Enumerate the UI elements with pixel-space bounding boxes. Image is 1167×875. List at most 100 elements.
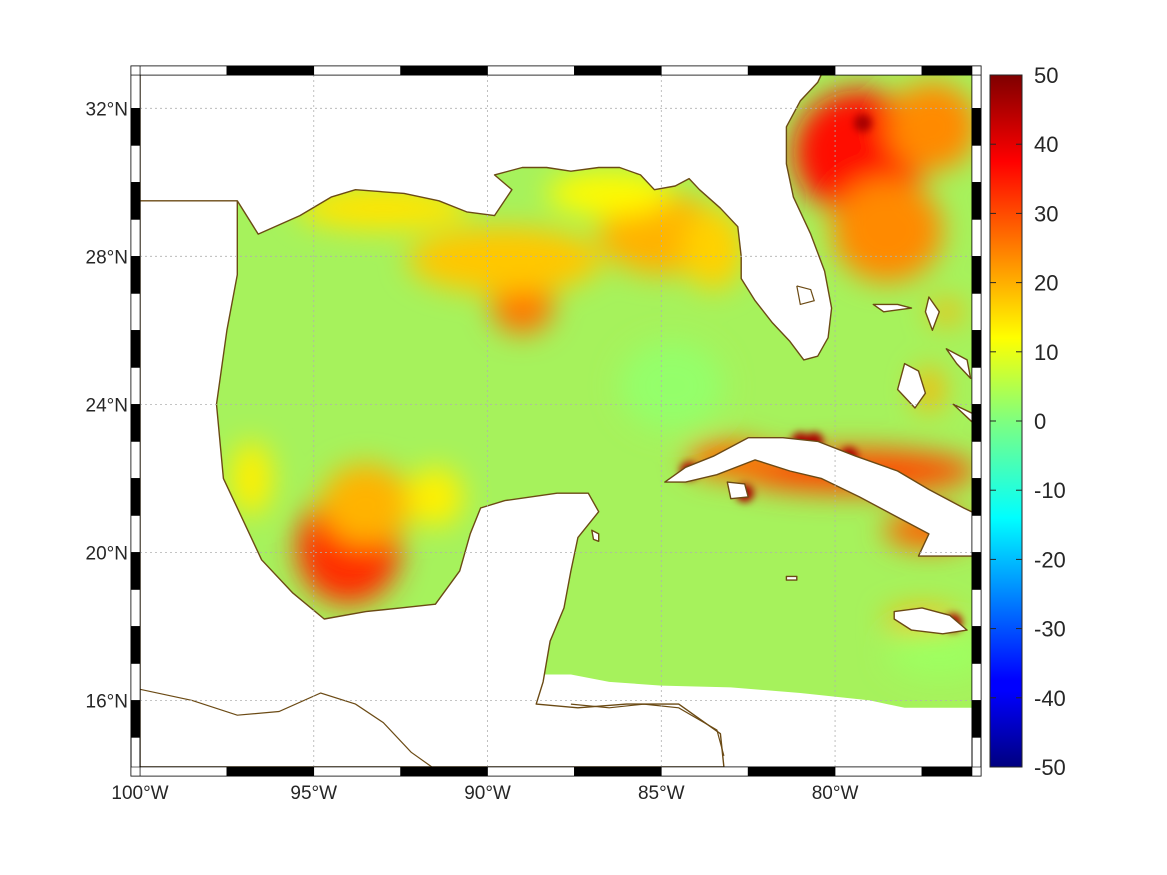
grid-layer (140, 75, 972, 767)
central-america-outline (140, 688, 433, 767)
frame-segment (226, 766, 315, 777)
map-frame (130, 65, 982, 777)
land-jamaica (893, 607, 968, 635)
colorbar-tick-label: 10 (1034, 340, 1058, 365)
frame-segment (130, 108, 141, 146)
frame-segment (971, 330, 982, 368)
frame-segment (130, 182, 141, 220)
land-grand-bahama (872, 303, 913, 313)
field-blob (320, 463, 412, 545)
frame-segment (747, 766, 836, 777)
lon-tick-label: 80°W (812, 783, 859, 804)
frame-segment (139, 766, 228, 777)
frame-segment (226, 65, 315, 76)
hotspot (853, 114, 872, 133)
frame-segment (661, 766, 749, 777)
frame-segment (971, 478, 982, 516)
frame-segment (971, 219, 982, 257)
frame-segment (130, 219, 141, 257)
frame-segment (130, 589, 141, 627)
land-cuba (664, 437, 972, 557)
frame-segment (130, 626, 141, 664)
frame-segment (313, 65, 401, 76)
frame-segment (130, 515, 141, 553)
lon-tick-label: 90°W (464, 783, 511, 804)
lon-tick-label: 100°W (111, 783, 168, 804)
frame-segment (971, 74, 982, 109)
lat-tick-label: 28°N (86, 247, 128, 268)
colorbar-tick-label: -30 (1034, 617, 1066, 642)
frame-segment (130, 478, 141, 516)
frame-segment (971, 293, 982, 331)
field-blob (546, 171, 672, 216)
lon-tick-label: 85°W (638, 783, 685, 804)
frame-segment (971, 367, 982, 405)
land-abaco (924, 296, 940, 331)
longitude-labels: 100°W 95°W 90°W 85°W 80°W (111, 783, 858, 804)
frame-segment (130, 663, 141, 701)
frame-segment (130, 404, 141, 442)
land-andros (896, 362, 927, 409)
land-isla-de-la-juventud (726, 481, 749, 500)
colorbar-tick-label: 30 (1034, 201, 1058, 226)
colorbar-tick-label: -20 (1034, 547, 1066, 572)
frame-segment (971, 441, 982, 479)
lon-tick-label: 95°W (290, 783, 337, 804)
field-blob (887, 82, 972, 172)
colorbar-tick-label: -50 (1034, 755, 1066, 780)
frame-segment (971, 700, 982, 738)
frame-segment (130, 441, 141, 479)
colorbar-tick-label: 20 (1034, 271, 1058, 296)
colorbar-tick-label: 40 (1034, 132, 1058, 157)
frame-segment (487, 65, 575, 76)
frame-segment (400, 65, 488, 76)
land-layer (140, 75, 972, 767)
frame-segment (130, 700, 141, 738)
lake-okeechobee (796, 285, 815, 306)
field-blob (831, 178, 943, 283)
field-blob (682, 208, 745, 290)
frame-segment (574, 766, 662, 777)
frame-segment (313, 766, 401, 777)
frame-segment (921, 766, 973, 777)
land-cayman (785, 575, 798, 581)
frame-segment (971, 515, 982, 553)
land-cozumel (591, 529, 600, 542)
frame-segment (130, 293, 141, 331)
frame-segment (971, 256, 982, 294)
field-layer (230, 82, 972, 679)
frame-segment (834, 65, 923, 76)
frame-segment (747, 65, 836, 76)
land-us-gulf-coast (140, 75, 833, 361)
colorbar-tick-label: 50 (1034, 63, 1058, 88)
frame-segment (487, 766, 575, 777)
frame-corner (971, 766, 982, 777)
colorbar-tick-label: -10 (1034, 478, 1066, 503)
frame-corner (130, 65, 141, 76)
latitude-labels: 32°N 28°N 24°N 20°N 16°N (86, 99, 128, 712)
field-blob (230, 441, 273, 516)
colorbar-tick-label: -40 (1034, 686, 1066, 711)
field-blob (887, 626, 972, 679)
frame-segment (130, 330, 141, 368)
frame-segment (971, 108, 982, 146)
frame-segment (130, 552, 141, 590)
frame-segment (130, 145, 141, 183)
field-blob (407, 226, 603, 294)
land-north-america (140, 200, 725, 767)
map-area[interactable] (140, 53, 1037, 767)
frame-segment (661, 65, 749, 76)
lat-tick-label: 16°N (86, 691, 128, 712)
frame-segment (971, 182, 982, 220)
frame-segment (574, 65, 662, 76)
frame-segment (921, 65, 973, 76)
field-blob (915, 367, 943, 412)
frame-segment (130, 74, 141, 109)
frame-segment (971, 404, 982, 442)
frame-segment (834, 766, 923, 777)
frame-segment (971, 663, 982, 701)
colorbar-tick-label: 0 (1034, 409, 1046, 434)
lat-tick-label: 20°N (86, 543, 128, 564)
frame-corner (971, 65, 982, 76)
